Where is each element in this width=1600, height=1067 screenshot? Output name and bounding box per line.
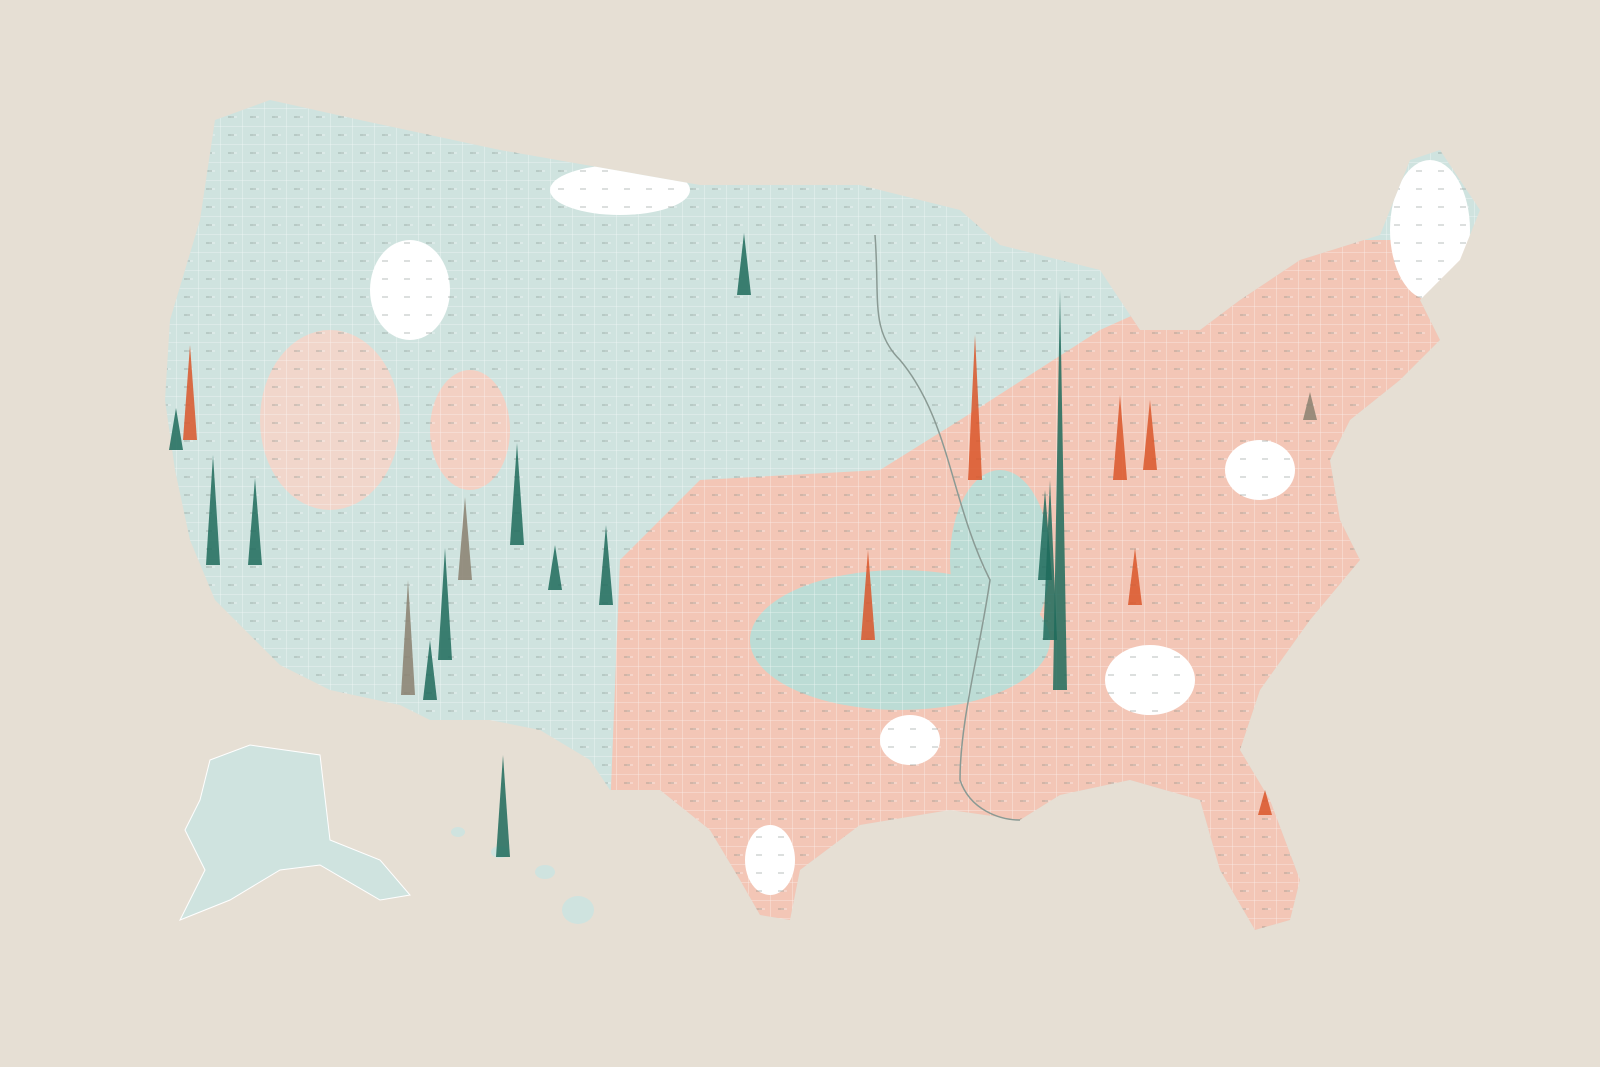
spike [861,550,875,640]
spike [423,640,437,700]
spike [1303,392,1317,420]
spike [1128,548,1142,605]
spike [183,345,197,440]
spike [248,478,262,565]
spike [401,580,415,695]
spike [438,548,452,660]
spike [510,443,524,545]
spike-layer [169,233,1317,857]
alaska [178,744,411,921]
spike [458,497,472,580]
spike [548,545,562,590]
spike [968,335,982,480]
spike [206,455,220,565]
spike [1053,290,1067,690]
spike [496,755,510,857]
spike [1113,395,1127,480]
hawaii [451,827,594,924]
spike [599,525,613,605]
spike [1038,490,1052,580]
spike [737,233,751,295]
spike [169,408,183,450]
spike [1143,400,1157,470]
river [874,234,1021,821]
spike [1258,790,1272,815]
island [451,827,465,837]
island [562,896,594,924]
island [535,865,555,879]
